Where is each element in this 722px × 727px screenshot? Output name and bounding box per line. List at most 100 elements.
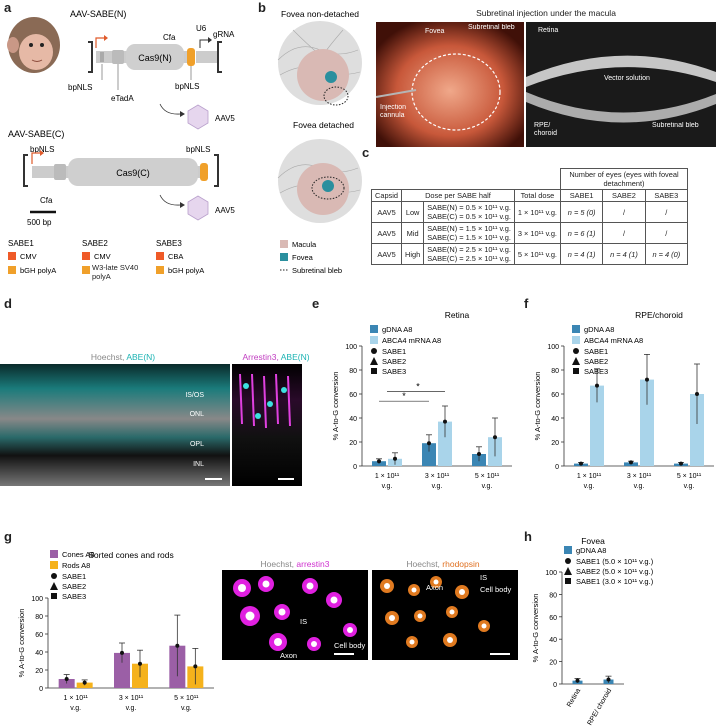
legend-label: SABE2	[62, 582, 86, 591]
bpnls-right-label: bpNLS	[175, 82, 199, 91]
cell-sabe1: n = 4 (1)	[559, 243, 604, 265]
data-point	[64, 677, 69, 681]
x-tick-label-unit: v.g.	[634, 483, 645, 490]
cell-total: 5 × 10¹¹ v.g.	[513, 243, 561, 265]
y-tick-label: 0	[555, 464, 559, 471]
legend-label: SABE1	[382, 347, 406, 356]
legend-bleb: Subretinal bleb	[292, 266, 342, 275]
x-tick-label: 5 × 10¹¹	[677, 473, 702, 480]
y-tick-label: 60	[549, 615, 557, 622]
sabe2-name: SABE2	[82, 239, 108, 248]
panel-label-h: h	[524, 529, 532, 544]
chart-title: Sorted cones and rods	[88, 550, 174, 560]
cell-sabe2: /	[602, 201, 646, 223]
sorted-cell-images: IS Axon Cell body Axon IS Cell body	[222, 570, 518, 660]
hoechst-abe-image	[0, 364, 230, 486]
legend-label: ABCA4 mRNA A8	[584, 336, 643, 345]
y-tick-label: 80	[35, 614, 43, 621]
x-tick-label-unit: v.g.	[70, 705, 81, 712]
legend-macula: Macula	[292, 240, 317, 249]
cell-dose-c: SABE(C) = 0.5 × 10¹¹ v.g.	[427, 212, 511, 221]
legend-label: SABE2 (5.0 × 10¹¹ v.g.)	[576, 567, 654, 576]
cell-level: High	[401, 243, 425, 265]
layer-label: ONL	[190, 411, 205, 418]
eye-diagram-non-detached	[277, 21, 362, 106]
legend-swatch	[50, 550, 58, 558]
legend-swatch	[572, 336, 580, 344]
sabe2-polya: W3-late SV40 polyA	[92, 263, 139, 281]
data-point	[695, 392, 699, 396]
aav5-bottom-label: AAV5	[215, 206, 235, 215]
x-tick-label: 5 × 10¹¹	[475, 473, 500, 480]
sabe1-name: SABE1	[8, 239, 34, 248]
data-point	[595, 383, 599, 388]
legend-marker	[565, 558, 571, 564]
grna-label: gRNA	[213, 30, 235, 39]
cell-level: Mid	[401, 222, 425, 244]
data-point	[138, 661, 142, 666]
y-tick-label: 0	[39, 686, 43, 693]
title-hoechst: Hoechst,	[260, 559, 297, 569]
construct-c-title: AAV-SABE(C)	[8, 129, 64, 139]
x-tick-label: Retina	[566, 687, 582, 708]
panel-label-c: c	[362, 145, 370, 160]
cell-total: 3 × 10¹¹ v.g.	[513, 222, 561, 244]
table-group-header: Number of eyes (eyes with foveal detachm…	[559, 168, 688, 190]
data-point	[575, 678, 580, 683]
sabe1-promoter: CMV	[20, 252, 37, 261]
bpnls-c-left-label: bpNLS	[30, 145, 54, 154]
legend-marker	[51, 573, 57, 579]
x-tick-label: 3 × 10¹¹	[425, 473, 450, 480]
y-tick-label: 40	[549, 637, 557, 644]
x-tick-label-unit: v.g.	[684, 483, 695, 490]
title-arrestin: arrestin3	[296, 559, 330, 569]
promoter-swatch	[156, 252, 164, 260]
fundus-fovea-label: Fovea	[425, 28, 445, 35]
etada-label: eTadA	[111, 94, 134, 103]
y-axis-label: % A-to-G conversion	[331, 372, 340, 441]
eye-diagram-detached: Macula Fovea Subretinal bleb	[277, 139, 362, 275]
g-right-title: Hoechst, rhodopsin	[370, 559, 516, 569]
table-row: AAV5 Low SABE(N) = 0.5 × 10¹¹ v.g. SABE(C…	[370, 201, 688, 223]
oct-image	[526, 22, 716, 147]
x-tick-label-unit: v.g.	[126, 705, 137, 712]
cell-dose-c: SABE(C) = 2.5 × 10¹¹ v.g.	[427, 254, 511, 263]
fundus-cannula-label: Injection cannula	[380, 104, 407, 119]
cas9n-label: Cas9(N)	[138, 53, 172, 63]
legend-fovea: Fovea	[292, 253, 314, 262]
legend-marker	[371, 348, 377, 354]
bar	[438, 421, 452, 466]
x-tick-label-unit: v.g.	[432, 483, 443, 490]
y-tick-label: 20	[551, 440, 559, 447]
sabe3-polya: bGH polyA	[168, 266, 204, 275]
data-point	[175, 643, 180, 648]
layer-label: IS/OS	[185, 392, 204, 399]
cell-sabe2: /	[602, 222, 646, 244]
layer-label: INL	[193, 461, 204, 468]
panel-d-right-title: Arrestin3, ABE(N)	[236, 352, 316, 362]
legend-swatch	[370, 336, 378, 344]
sabe3-name: SABE3	[156, 239, 182, 248]
chart-rpe-choroid: RPE/choroid 0 20 40 60 80 100 % A-to-G conversi…	[533, 310, 714, 490]
y-tick-label: 60	[35, 632, 43, 639]
legend-label: gDNA A8	[584, 325, 614, 334]
legend-swatch	[572, 325, 580, 333]
y-axis-label: % A-to-G conversion	[17, 609, 26, 678]
retina-micrographs: IS/OS ONL OPL INL	[0, 364, 302, 486]
monkey-illustration	[7, 17, 60, 73]
promoter-swatch	[8, 252, 16, 260]
data-point	[493, 435, 497, 440]
cfa-n-label: Cfa	[163, 33, 176, 42]
y-tick-label: 20	[35, 668, 43, 675]
data-point	[579, 461, 583, 466]
y-tick-label: 0	[553, 682, 557, 689]
significance-star: *	[416, 382, 420, 392]
bar	[640, 379, 654, 466]
legend-label: gDNA A8	[576, 546, 606, 555]
data-point	[477, 452, 481, 456]
title-abe: ABE(N)	[280, 352, 310, 362]
y-tick-label: 40	[551, 416, 559, 423]
g-axon-label: Axon	[280, 651, 297, 660]
scale-bar-label: 500 bp	[27, 218, 52, 227]
x-tick-label-unit: v.g.	[382, 483, 393, 490]
